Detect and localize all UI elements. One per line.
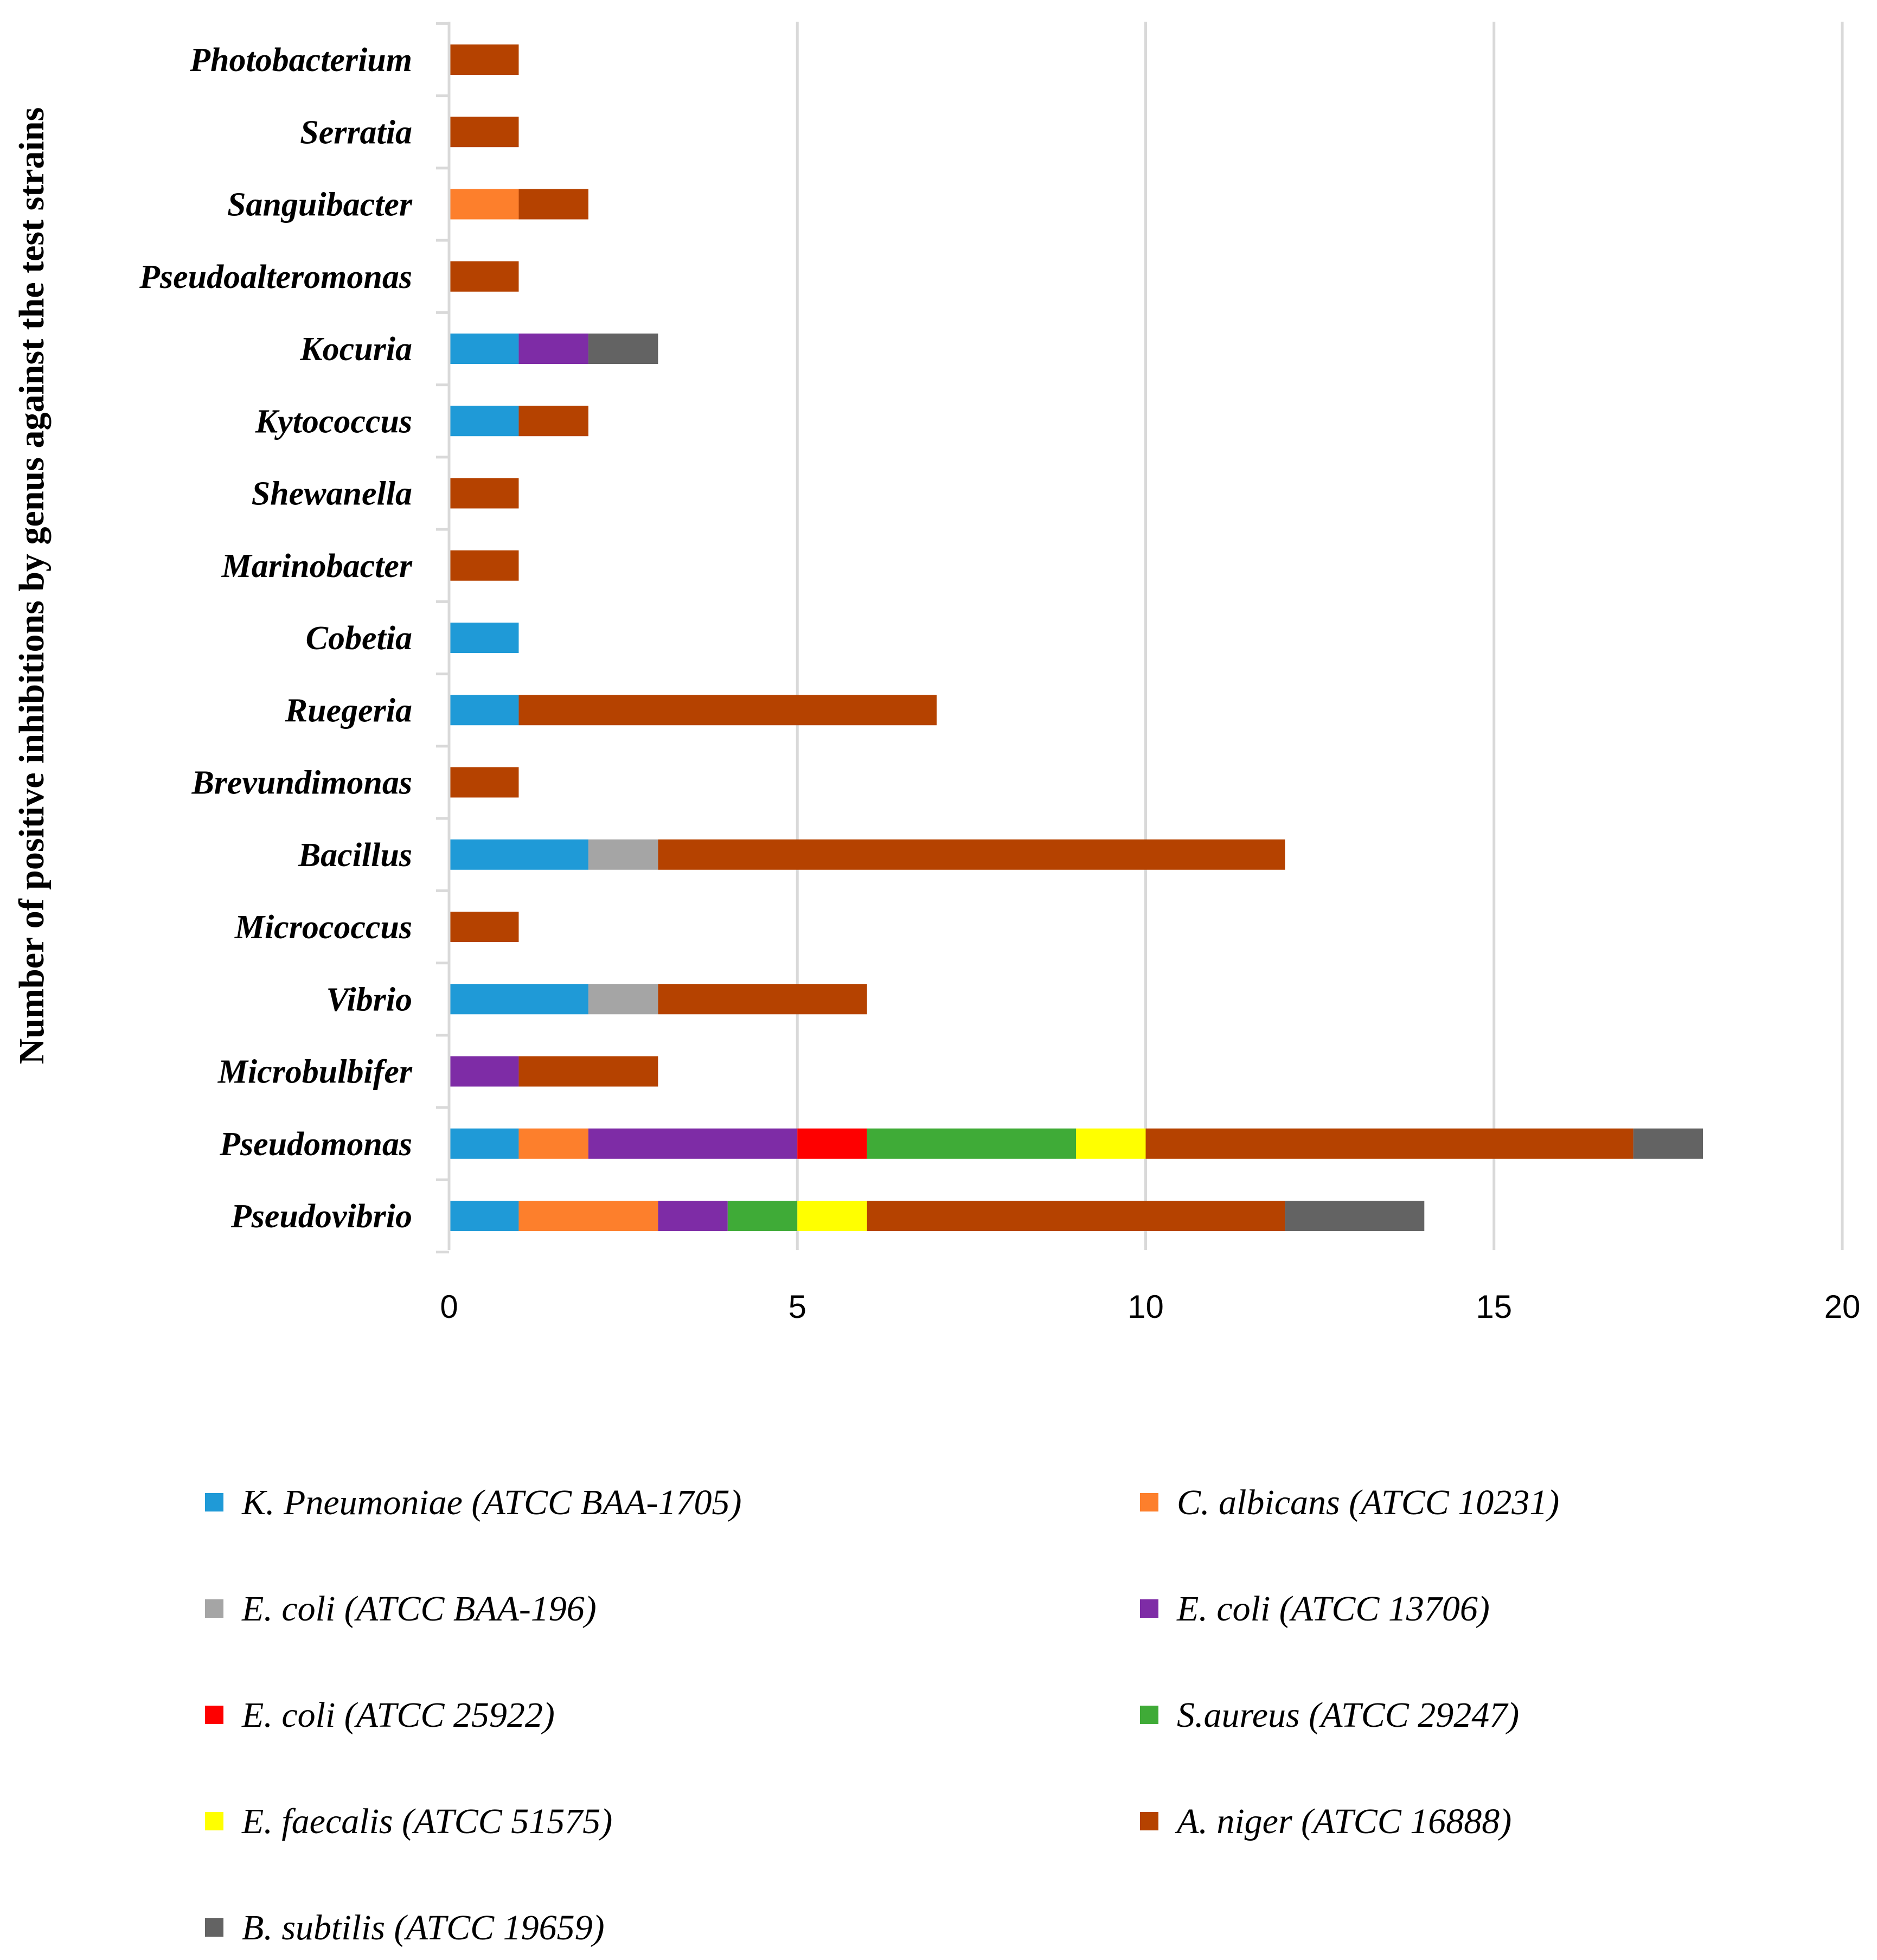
legend-label: S.aureus (ATCC 29247) <box>1177 1695 1519 1735</box>
category-label: Pseudoalteromonas <box>139 259 412 296</box>
legend-label: K. Pneumoniae (ATCC BAA-1705) <box>241 1483 741 1522</box>
category-label: Brevundimonas <box>191 765 412 802</box>
bar-segment <box>867 1128 1077 1159</box>
bar-segment <box>518 189 588 220</box>
legend-swatch <box>205 1706 223 1724</box>
bar-segment <box>588 334 658 364</box>
category-label: Micrococcus <box>234 909 412 946</box>
legend-label: E. coli (ATCC 13706) <box>1176 1589 1490 1629</box>
x-tick-label: 10 <box>1128 1289 1164 1325</box>
bar-segment <box>658 1201 728 1231</box>
bar-segment <box>518 1201 658 1231</box>
bar-segment <box>518 334 588 364</box>
bar-segment <box>449 406 519 437</box>
category-label: Photobacterium <box>189 42 412 79</box>
bar-segment <box>658 984 867 1015</box>
bar-segment <box>1633 1128 1703 1159</box>
bar-segment <box>1145 1128 1633 1159</box>
legend-swatch <box>205 1599 223 1618</box>
bar-segment <box>518 1056 658 1087</box>
category-label: Serratia <box>300 114 412 151</box>
bar-segment <box>449 1201 519 1231</box>
category-label: Shewanella <box>252 476 412 513</box>
legend-swatch <box>205 1812 223 1830</box>
category-label: Kocuria <box>299 331 412 368</box>
bar-segment <box>449 623 519 653</box>
bar-segment <box>518 695 937 726</box>
bar-segment <box>449 839 588 870</box>
bar-segment <box>797 1128 867 1159</box>
category-label: Pseudovibrio <box>230 1198 412 1235</box>
category-label: Cobetia <box>306 620 412 657</box>
category-label: Vibrio <box>326 981 412 1018</box>
legend-label: E. coli (ATCC BAA-196) <box>241 1589 597 1629</box>
legend-swatch <box>1140 1493 1158 1511</box>
y-axis <box>436 22 451 1254</box>
bar-segment <box>658 839 1285 870</box>
legend-swatch <box>1140 1599 1158 1618</box>
bar-segment <box>449 767 519 798</box>
bar-segment <box>449 189 519 220</box>
legend-label: A. niger (ATCC 16888) <box>1175 1802 1511 1841</box>
category-label: Sanguibacter <box>227 187 413 223</box>
x-tick-label: 20 <box>1824 1289 1861 1325</box>
category-label: Marinobacter <box>221 548 413 585</box>
category-label: Microbulbifer <box>217 1054 413 1091</box>
legend-swatch <box>205 1493 223 1511</box>
bar-segment <box>449 550 519 581</box>
bar-segment <box>449 261 519 292</box>
legend-label: B. subtilis (ATCC 19659) <box>242 1908 605 1948</box>
bar-segment <box>449 478 519 509</box>
x-tick-label: 5 <box>789 1289 806 1325</box>
bar-segment <box>518 1128 588 1159</box>
bar-segment <box>1076 1128 1146 1159</box>
bar-segment <box>449 695 519 726</box>
legend-swatch <box>1140 1706 1158 1724</box>
bar-segment <box>588 984 658 1015</box>
bar-segment <box>588 839 658 870</box>
bar-segment <box>449 1056 519 1087</box>
bar-segment <box>797 1201 867 1231</box>
x-tick-label: 0 <box>440 1289 458 1325</box>
bar-segment <box>449 1128 519 1159</box>
category-label: Pseudomonas <box>219 1126 412 1163</box>
bar-segment <box>449 334 519 364</box>
category-label: Kytococcus <box>255 403 412 440</box>
bar-segment <box>867 1201 1285 1231</box>
category-label: Ruegeria <box>285 692 412 729</box>
legend-label: E. coli (ATCC 25922) <box>241 1695 555 1735</box>
category-label: Bacillus <box>298 837 412 874</box>
bar-segment <box>449 44 519 75</box>
legend-label: C. albicans (ATCC 10231) <box>1177 1483 1559 1522</box>
bar-segment <box>588 1128 798 1159</box>
bar-segment <box>727 1201 798 1231</box>
bars <box>449 44 1703 1231</box>
bar-segment <box>449 117 519 148</box>
legend-label: E. faecalis (ATCC 51575) <box>241 1802 612 1841</box>
legend-swatch <box>205 1918 223 1937</box>
bar-segment <box>449 912 519 942</box>
x-tick-label: 15 <box>1476 1289 1512 1325</box>
y-axis-title: Number of positive inhibitions by genus … <box>12 107 52 1065</box>
x-tick-labels: 0 5 10 15 20 <box>440 1289 1860 1325</box>
legend-swatch <box>1140 1812 1158 1830</box>
category-labels: Photobacterium Serratia Sanguibacter Pseudo… <box>139 42 413 1235</box>
legend: K. Pneumoniae (ATCC BAA-1705) C. albicans… <box>205 1483 1559 1948</box>
bar-segment <box>518 406 588 437</box>
gridlines <box>796 22 1844 1250</box>
bar-segment <box>1285 1201 1425 1231</box>
bar-segment <box>449 984 588 1015</box>
